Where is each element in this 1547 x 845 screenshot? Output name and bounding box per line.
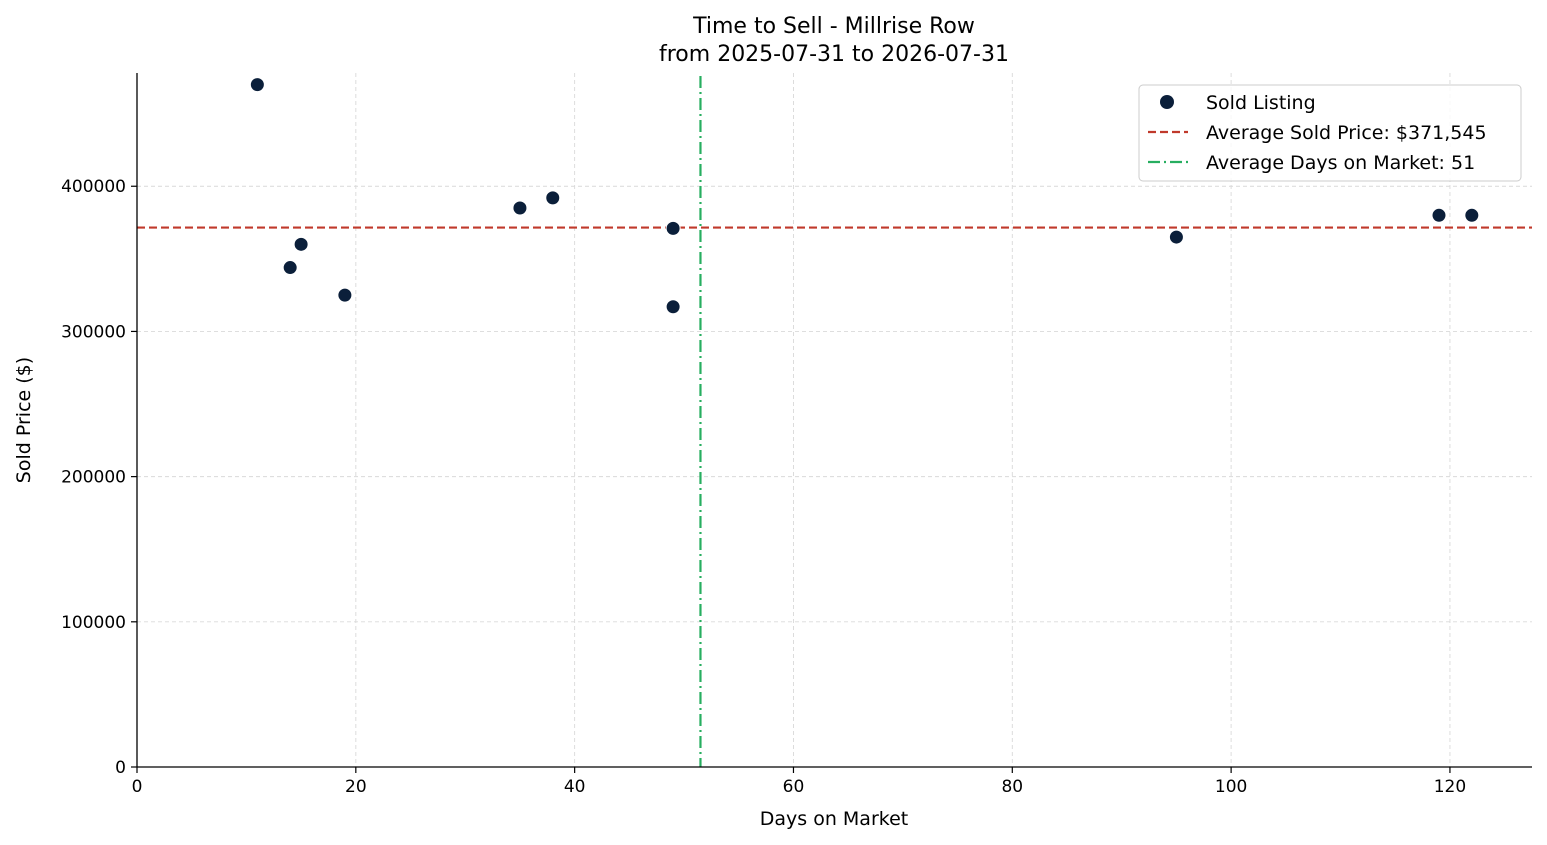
x-tick-label: 40 [564, 777, 586, 797]
legend: Sold Listing Average Sold Price: $371,54… [1138, 84, 1522, 182]
data-point [293, 236, 309, 252]
legend-label-average-days: Average Days on Market: 51 [1206, 152, 1475, 174]
legend-marker-sold-listing [1160, 95, 1174, 109]
legend-box [1138, 84, 1522, 182]
legend-label-average-price: Average Sold Price: $371,545 [1206, 122, 1487, 144]
x-axis-label: Days on Market [760, 808, 908, 830]
data-point [282, 260, 298, 276]
data-point [337, 287, 353, 303]
y-tick-label: 200000 [61, 468, 126, 488]
x-tick-label: 120 [1434, 777, 1466, 797]
y-tick-label: 300000 [61, 322, 126, 342]
y-axis-ticks: 0 100000 200000 300000 400000 [61, 177, 137, 778]
chart-subtitle: from 2025-07-31 to 2026-07-31 [659, 42, 1009, 67]
chart-title: Time to Sell - Millrise Row [692, 14, 975, 39]
y-tick-label: 400000 [61, 177, 126, 197]
x-axis-ticks: 0 20 40 60 80 100 120 [132, 767, 1466, 797]
data-point [1464, 207, 1480, 223]
grid-lines [137, 73, 1532, 767]
x-tick-label: 100 [1215, 777, 1247, 797]
x-tick-label: 0 [132, 777, 143, 797]
data-point [545, 190, 561, 206]
y-tick-label: 0 [115, 758, 126, 778]
data-point [665, 220, 681, 236]
data-point [249, 77, 265, 93]
data-points [249, 77, 1480, 315]
x-tick-label: 80 [1001, 777, 1023, 797]
data-point [1168, 229, 1184, 245]
y-tick-label: 100000 [61, 613, 126, 633]
data-point [1431, 207, 1447, 223]
data-point [665, 299, 681, 315]
x-tick-label: 20 [345, 777, 367, 797]
data-point [512, 200, 528, 216]
x-tick-label: 60 [783, 777, 805, 797]
legend-label-sold-listing: Sold Listing [1206, 92, 1316, 114]
y-axis-label: Sold Price ($) [13, 357, 35, 483]
reference-lines [137, 76, 1532, 767]
